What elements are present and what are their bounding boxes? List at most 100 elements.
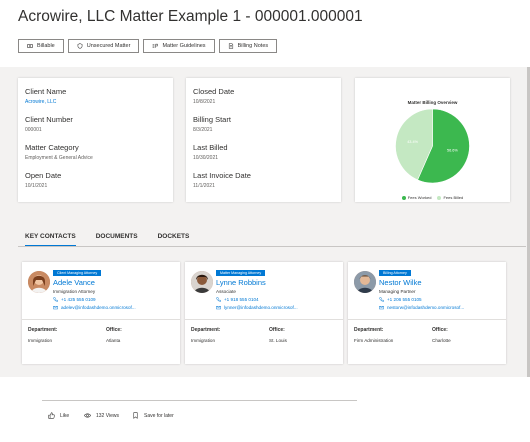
contact-name[interactable]: Adele Vance	[53, 278, 95, 287]
shield-icon	[77, 43, 83, 49]
closed-date-value: 10/8/2021	[193, 99, 216, 105]
contact-card: Client Managing Attorney Adele Vance Imm…	[22, 262, 180, 364]
phone-icon	[216, 297, 221, 302]
last-billed-label: Last Billed	[193, 143, 228, 152]
role-badge: Client Managing Attorney	[53, 270, 102, 276]
office-label: Office:	[432, 327, 448, 333]
tab-divider	[18, 246, 526, 247]
toolbar: Billable Unsecured Matter Matter Guideli…	[18, 39, 281, 53]
closed-date-label: Closed Date	[193, 87, 235, 96]
contact-phone-text: +1 425 555 0109	[61, 297, 96, 302]
matter-category-value: Employment & General Advice	[25, 155, 93, 161]
billable-button[interactable]: Billable	[18, 39, 64, 53]
office-value: St. Louis	[269, 338, 287, 343]
tab-documents[interactable]: DOCUMENTS	[95, 233, 138, 240]
divider	[22, 319, 180, 320]
role-badge: Matter Managing Attorney	[216, 270, 266, 276]
last-invoice-date-label: Last Invoice Date	[193, 171, 251, 180]
contact-email-text: lynner@infodashdemo.onmicrosof...	[224, 305, 298, 310]
client-number-value: 000001	[25, 127, 42, 133]
contact-phone-text: +1 206 555 0105	[387, 297, 422, 302]
mail-icon	[379, 306, 384, 310]
pie-slice-fees-worked[interactable]	[417, 108, 470, 184]
legend-swatch-fees-worked	[401, 195, 406, 200]
contact-email-text: adelev@infodashdemo.onmicrosof...	[61, 305, 136, 310]
contact-name[interactable]: Nestor Wilke	[379, 278, 422, 287]
department-label: Department:	[191, 327, 221, 333]
contact-email-text: nestorw@infodashdemo.onmicrosof...	[387, 305, 465, 310]
divider	[185, 319, 343, 320]
bookmark-icon	[133, 412, 138, 419]
office-value: Atlanta	[106, 338, 121, 343]
document-icon	[228, 43, 233, 49]
last-invoice-date-value: 11/1/2021	[193, 183, 215, 189]
avatar	[191, 271, 213, 293]
chart-legend: Fees Worked Fees Billed	[355, 195, 510, 200]
scrollbar[interactable]	[527, 67, 530, 377]
contact-phone-text: +1 918 555 0104	[224, 297, 259, 302]
billing-start-value: 8/3/2021	[193, 127, 213, 133]
divider	[348, 319, 506, 320]
mail-icon	[216, 306, 221, 310]
contact-email[interactable]: nestorw@infodashdemo.onmicrosof...	[379, 305, 464, 310]
client-name-label: Client Name	[25, 87, 67, 96]
client-name-value[interactable]: Acrowire, LLC	[25, 99, 57, 105]
client-number-label: Client Number	[25, 115, 73, 124]
contact-title: Associate	[216, 289, 236, 294]
page-title: Acrowire, LLC Matter Example 1 - 000001.…	[18, 8, 363, 25]
office-label: Office:	[269, 327, 285, 333]
like-label: Like	[60, 412, 70, 419]
chart-title: Matter Billing Overview	[407, 100, 458, 105]
open-date-value: 10/1/2021	[25, 183, 48, 189]
matter-guidelines-label: Matter Guidelines	[162, 43, 206, 49]
contact-email[interactable]: lynner@infodashdemo.onmicrosof...	[216, 305, 298, 310]
save-for-later-label: Save for later	[144, 412, 174, 419]
contact-card: Billing Attorney Nestor Wilke Managing P…	[348, 262, 506, 364]
matter-details-card-right: Closed Date 10/8/2021 Billing Start 8/3/…	[186, 78, 341, 202]
pie-slice-fees-billed[interactable]	[395, 108, 433, 181]
mail-icon	[53, 306, 58, 310]
department-value: Immigration	[28, 338, 52, 343]
billing-notes-button[interactable]: Billing Notes	[218, 39, 278, 53]
contact-email[interactable]: adelev@infodashdemo.onmicrosof...	[53, 305, 136, 310]
pie-data-label-0: 56.6%	[447, 148, 458, 152]
views-count: 132 Views	[84, 412, 119, 419]
pie-data-label-1: 43.4%	[407, 140, 418, 144]
unsecured-matter-button[interactable]: Unsecured Matter	[67, 39, 140, 53]
office-value: Charlotte	[432, 338, 451, 343]
billable-icon	[27, 44, 33, 48]
legend-label-fees-worked: Fees Worked	[407, 195, 432, 200]
contact-title: Immigration Attorney	[53, 289, 96, 294]
contact-phone[interactable]: +1 918 555 0104	[216, 297, 259, 302]
contact-card: Matter Managing Attorney Lynne Robbins A…	[185, 262, 343, 364]
matter-details-card-left: Client Name Acrowire, LLC Client Number …	[18, 78, 173, 202]
role-badge: Billing Attorney	[379, 270, 411, 276]
last-billed-value: 10/30/2021	[193, 155, 219, 161]
tab-dockets[interactable]: DOCKETS	[157, 233, 190, 240]
open-date-label: Open Date	[25, 171, 62, 180]
billable-label: Billable	[37, 43, 55, 49]
footer-divider	[42, 400, 357, 401]
office-label: Office:	[106, 327, 122, 333]
guidelines-icon	[153, 43, 159, 48]
tab-key-contacts[interactable]: KEY CONTACTS	[25, 233, 76, 247]
like-button[interactable]: Like	[48, 412, 69, 419]
matter-guidelines-button[interactable]: Matter Guidelines	[143, 39, 215, 53]
avatar	[28, 271, 50, 293]
save-for-later-button[interactable]: Save for later	[132, 412, 174, 419]
contact-name[interactable]: Lynne Robbins	[216, 278, 266, 287]
tab-bar: KEY CONTACTS DOCUMENTS DOCKETS	[25, 233, 209, 247]
matter-category-label: Matter Category	[25, 143, 79, 152]
contact-phone[interactable]: +1 425 555 0109	[53, 297, 96, 302]
like-icon	[48, 412, 55, 419]
contact-phone[interactable]: +1 206 555 0105	[379, 297, 422, 302]
department-value: Firm Administration	[354, 338, 394, 343]
legend-label-fees-billed: Fees Billed	[443, 195, 464, 200]
legend-item-fees-billed: Fees Billed	[437, 195, 463, 200]
legend-swatch-fees-billed	[437, 195, 442, 200]
unsecured-matter-label: Unsecured Matter	[86, 43, 131, 49]
department-label: Department:	[28, 327, 58, 333]
avatar	[354, 271, 376, 293]
billing-overview-card: Matter Billing Overview 56.6% 43.4% Fees …	[355, 78, 510, 202]
billing-start-label: Billing Start	[193, 115, 231, 124]
